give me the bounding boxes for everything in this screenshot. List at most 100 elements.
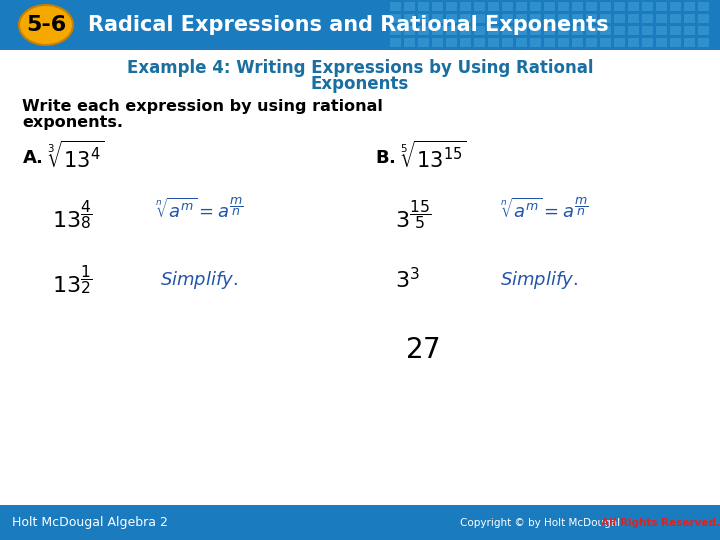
FancyBboxPatch shape	[600, 2, 611, 11]
FancyBboxPatch shape	[698, 2, 709, 11]
Text: Example 4: Writing Expressions by Using Rational: Example 4: Writing Expressions by Using …	[127, 59, 593, 77]
Text: $\mathit{Simplify.}$: $\mathit{Simplify.}$	[500, 269, 578, 291]
FancyBboxPatch shape	[460, 14, 471, 23]
FancyBboxPatch shape	[572, 2, 583, 11]
Text: exponents.: exponents.	[22, 116, 123, 131]
FancyBboxPatch shape	[544, 38, 555, 47]
FancyBboxPatch shape	[516, 14, 527, 23]
FancyBboxPatch shape	[502, 38, 513, 47]
FancyBboxPatch shape	[684, 2, 695, 11]
FancyBboxPatch shape	[390, 2, 401, 11]
FancyBboxPatch shape	[684, 38, 695, 47]
FancyBboxPatch shape	[474, 14, 485, 23]
FancyBboxPatch shape	[474, 38, 485, 47]
FancyBboxPatch shape	[418, 2, 429, 11]
FancyBboxPatch shape	[418, 14, 429, 23]
FancyBboxPatch shape	[628, 2, 639, 11]
FancyBboxPatch shape	[516, 38, 527, 47]
FancyBboxPatch shape	[656, 2, 667, 11]
FancyBboxPatch shape	[698, 14, 709, 23]
FancyBboxPatch shape	[656, 38, 667, 47]
FancyBboxPatch shape	[642, 26, 653, 35]
FancyBboxPatch shape	[558, 38, 569, 47]
FancyBboxPatch shape	[0, 0, 720, 50]
FancyBboxPatch shape	[390, 14, 401, 23]
FancyBboxPatch shape	[530, 38, 541, 47]
FancyBboxPatch shape	[642, 38, 653, 47]
FancyBboxPatch shape	[586, 14, 597, 23]
FancyBboxPatch shape	[446, 26, 457, 35]
Text: $\sqrt[3]{13^4}$: $\sqrt[3]{13^4}$	[47, 141, 104, 173]
FancyBboxPatch shape	[474, 2, 485, 11]
Text: $27$: $27$	[405, 336, 440, 364]
FancyBboxPatch shape	[460, 26, 471, 35]
FancyBboxPatch shape	[544, 26, 555, 35]
Text: Holt McDougal Algebra 2: Holt McDougal Algebra 2	[12, 516, 168, 529]
FancyBboxPatch shape	[488, 2, 499, 11]
Text: $\sqrt[n]{a^m} = a^{\dfrac{m}{n}}$: $\sqrt[n]{a^m} = a^{\dfrac{m}{n}}$	[155, 198, 243, 222]
FancyBboxPatch shape	[460, 2, 471, 11]
Text: $\mathit{Simplify.}$: $\mathit{Simplify.}$	[160, 269, 238, 291]
FancyBboxPatch shape	[698, 38, 709, 47]
Text: $\sqrt[n]{a^m} = a^{\dfrac{m}{n}}$: $\sqrt[n]{a^m} = a^{\dfrac{m}{n}}$	[500, 198, 588, 222]
Text: Exponents: Exponents	[311, 75, 409, 93]
FancyBboxPatch shape	[698, 26, 709, 35]
FancyBboxPatch shape	[474, 26, 485, 35]
Text: 5-6: 5-6	[26, 15, 66, 35]
FancyBboxPatch shape	[684, 26, 695, 35]
Text: Radical Expressions and Rational Exponents: Radical Expressions and Rational Exponen…	[88, 15, 608, 35]
FancyBboxPatch shape	[628, 38, 639, 47]
FancyBboxPatch shape	[544, 2, 555, 11]
Text: $13^{\dfrac{4}{8}}$: $13^{\dfrac{4}{8}}$	[52, 199, 92, 232]
FancyBboxPatch shape	[530, 14, 541, 23]
FancyBboxPatch shape	[586, 2, 597, 11]
FancyBboxPatch shape	[502, 2, 513, 11]
FancyBboxPatch shape	[670, 14, 681, 23]
FancyBboxPatch shape	[488, 26, 499, 35]
Text: $\sqrt[5]{13^{15}}$: $\sqrt[5]{13^{15}}$	[400, 141, 467, 173]
FancyBboxPatch shape	[572, 26, 583, 35]
FancyBboxPatch shape	[656, 26, 667, 35]
FancyBboxPatch shape	[432, 2, 443, 11]
FancyBboxPatch shape	[516, 26, 527, 35]
Text: All Rights Reserved.: All Rights Reserved.	[601, 517, 720, 528]
FancyBboxPatch shape	[642, 14, 653, 23]
FancyBboxPatch shape	[460, 38, 471, 47]
FancyBboxPatch shape	[628, 14, 639, 23]
FancyBboxPatch shape	[0, 505, 720, 540]
FancyBboxPatch shape	[446, 38, 457, 47]
Text: $13^{\dfrac{1}{2}}$: $13^{\dfrac{1}{2}}$	[52, 264, 92, 296]
FancyBboxPatch shape	[656, 14, 667, 23]
FancyBboxPatch shape	[600, 26, 611, 35]
FancyBboxPatch shape	[558, 14, 569, 23]
FancyBboxPatch shape	[488, 14, 499, 23]
FancyBboxPatch shape	[390, 38, 401, 47]
FancyBboxPatch shape	[642, 2, 653, 11]
FancyBboxPatch shape	[558, 26, 569, 35]
FancyBboxPatch shape	[572, 38, 583, 47]
FancyBboxPatch shape	[530, 2, 541, 11]
Text: $3^{\dfrac{15}{5}}$: $3^{\dfrac{15}{5}}$	[395, 199, 431, 232]
FancyBboxPatch shape	[432, 26, 443, 35]
FancyBboxPatch shape	[418, 38, 429, 47]
FancyBboxPatch shape	[572, 14, 583, 23]
FancyBboxPatch shape	[614, 38, 625, 47]
Text: Write each expression by using rational: Write each expression by using rational	[22, 99, 383, 114]
FancyBboxPatch shape	[446, 2, 457, 11]
FancyBboxPatch shape	[600, 14, 611, 23]
FancyBboxPatch shape	[418, 26, 429, 35]
FancyBboxPatch shape	[600, 38, 611, 47]
Ellipse shape	[19, 5, 73, 45]
FancyBboxPatch shape	[488, 38, 499, 47]
FancyBboxPatch shape	[614, 26, 625, 35]
FancyBboxPatch shape	[530, 26, 541, 35]
Text: Copyright © by Holt McDougal.: Copyright © by Holt McDougal.	[460, 517, 626, 528]
FancyBboxPatch shape	[516, 2, 527, 11]
FancyBboxPatch shape	[558, 2, 569, 11]
FancyBboxPatch shape	[404, 26, 415, 35]
Text: $3^3$: $3^3$	[395, 267, 420, 293]
FancyBboxPatch shape	[670, 2, 681, 11]
FancyBboxPatch shape	[586, 38, 597, 47]
FancyBboxPatch shape	[628, 26, 639, 35]
FancyBboxPatch shape	[404, 14, 415, 23]
